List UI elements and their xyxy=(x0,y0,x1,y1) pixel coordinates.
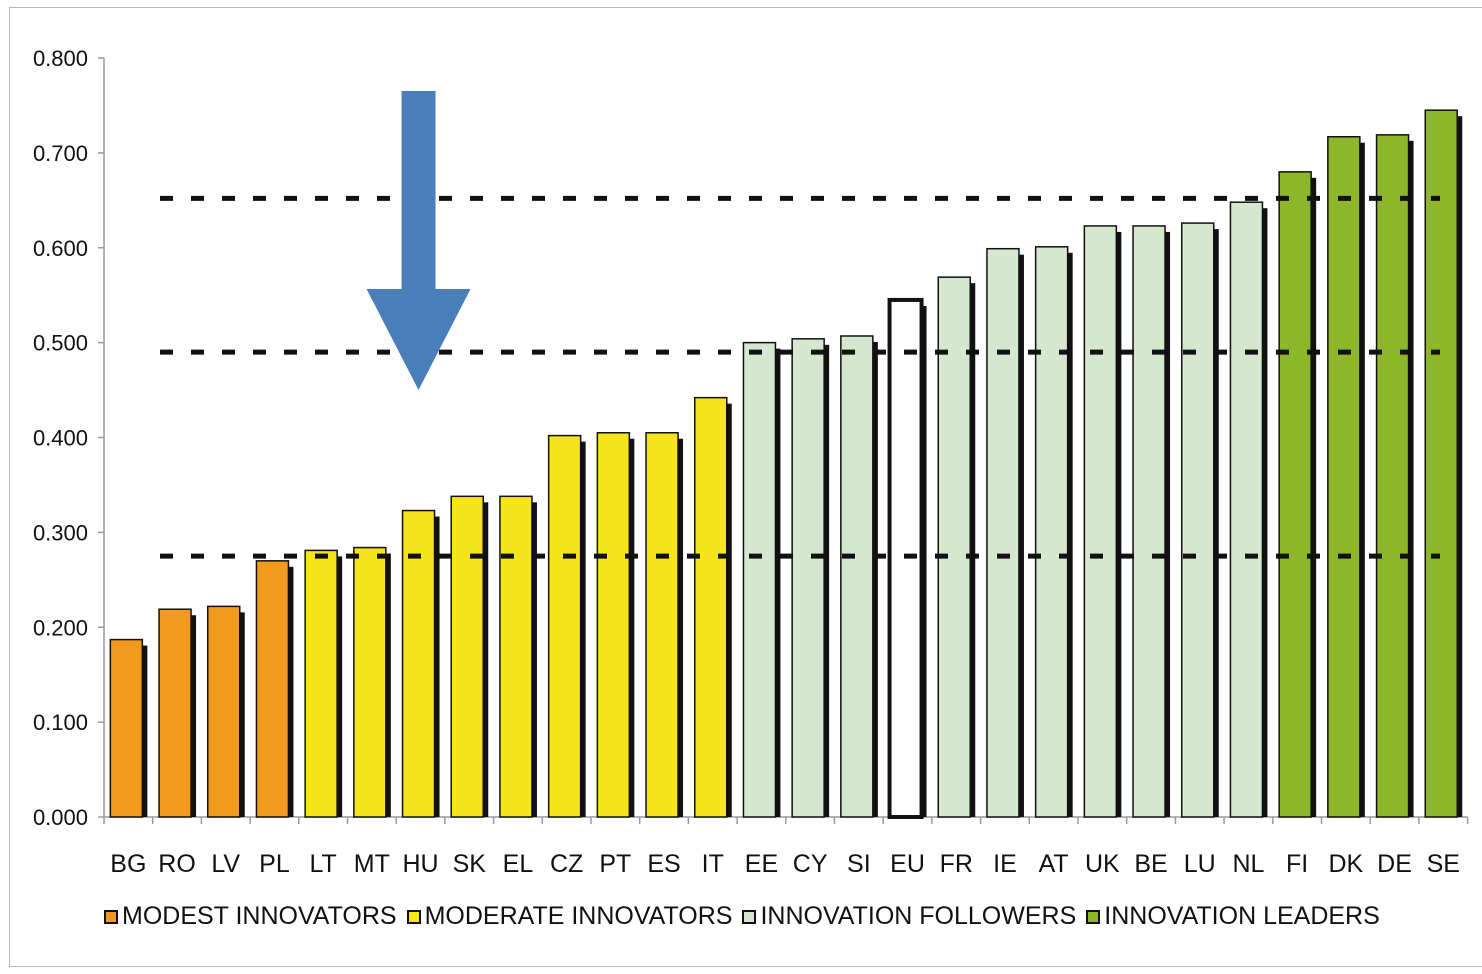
bar-pt xyxy=(596,432,631,818)
x-tick-label: NL xyxy=(1232,850,1264,878)
annotation-arrow xyxy=(366,91,471,390)
y-tick-label: 0.500 xyxy=(33,331,88,356)
legend: MODEST INNOVATORS MODERATE INNOVATORS INNO… xyxy=(104,902,1380,931)
y-tick-label: 0.000 xyxy=(33,805,88,830)
bar-lt xyxy=(304,549,338,818)
legend-swatch xyxy=(104,909,118,924)
bar-el xyxy=(499,495,533,818)
bar-si xyxy=(840,335,874,818)
x-tick-label: CY xyxy=(793,850,828,878)
x-tick-label: FI xyxy=(1286,850,1308,878)
x-tick-label: SE xyxy=(1427,850,1460,878)
x-tick-label: BG xyxy=(110,850,146,878)
legend-item: INNOVATION FOLLOWERS xyxy=(742,902,1076,931)
bar-dk xyxy=(1327,135,1361,818)
legend-swatch xyxy=(406,909,421,924)
x-tick-label: UK xyxy=(1085,850,1120,878)
x-tick-label: AT xyxy=(1039,850,1069,878)
bar-it xyxy=(694,396,728,818)
legend-item: INNOVATION LEADERS xyxy=(1086,902,1380,931)
threshold-lines xyxy=(160,195,1440,559)
legend-label: MODEST INNOVATORS xyxy=(122,902,397,930)
legend-swatch xyxy=(742,909,757,924)
y-tick-label: 0.100 xyxy=(33,710,88,735)
legend-item: MODEST INNOVATORS xyxy=(104,902,397,931)
x-tick-label: LV xyxy=(211,850,240,878)
bar-bg xyxy=(109,638,144,818)
legend-label: INNOVATION FOLLOWERS xyxy=(760,902,1077,930)
x-tick-label: IT xyxy=(702,850,724,878)
bar-fi xyxy=(1278,171,1312,818)
category-labels: BG RO LV PL LT MT HU SK EL CZ PT ES IT EE CY SI EU FR IE AT… xyxy=(110,850,1460,878)
x-tick-label: EU xyxy=(890,850,925,878)
y-tick-label: 0.800 xyxy=(33,46,88,71)
x-tick-label: LT xyxy=(309,850,336,878)
x-tick-label: IE xyxy=(993,850,1017,878)
bar-fr xyxy=(937,276,971,818)
bar-de xyxy=(1375,134,1410,818)
bar-cy xyxy=(791,338,825,818)
bar-es xyxy=(645,432,679,818)
x-tick-label: MT xyxy=(354,850,390,878)
bar-mt xyxy=(353,546,387,818)
x-tick-label: DK xyxy=(1328,850,1363,878)
y-axis: 0.000 0.100 0.200 0.300 0.400 0.500 0.600 0.700… xyxy=(33,46,105,830)
bar-sk xyxy=(450,495,484,818)
y-tick-label: 0.700 xyxy=(33,141,88,166)
x-tick-label: RO xyxy=(158,850,196,878)
x-tick-label: SK xyxy=(453,850,487,878)
bar-pl xyxy=(255,560,290,818)
bar-uk xyxy=(1083,225,1118,818)
x-tick-label: LU xyxy=(1184,850,1216,878)
bar-lu xyxy=(1181,222,1215,818)
x-tick-label: CZ xyxy=(550,850,583,878)
x-tick-label: EE xyxy=(745,850,778,878)
y-tick-label: 0.300 xyxy=(33,520,88,545)
y-tick-label: 0.200 xyxy=(33,615,88,640)
x-tick-label: BE xyxy=(1134,850,1167,878)
legend-label: INNOVATION LEADERS xyxy=(1104,902,1380,930)
bar-be xyxy=(1132,225,1166,818)
bar-nl xyxy=(1229,201,1264,818)
x-tick-label: ES xyxy=(647,850,680,878)
bar-lv xyxy=(207,605,241,818)
bar-ie xyxy=(986,247,1020,818)
bar-ro xyxy=(158,608,192,818)
x-tick-label: PT xyxy=(599,850,631,878)
y-tick-label: 0.400 xyxy=(33,426,88,451)
bar-se xyxy=(1424,109,1458,818)
bar-ee xyxy=(742,341,777,818)
legend-swatch xyxy=(1086,909,1101,924)
chart-frame xyxy=(9,7,1482,967)
down-arrow-icon xyxy=(366,91,471,390)
y-tick-label: 0.600 xyxy=(33,236,88,261)
legend-item: MODERATE INNOVATORS xyxy=(406,902,733,931)
x-tick-label: PL xyxy=(259,850,290,878)
bar-at xyxy=(1034,246,1069,818)
x-tick-label: DE xyxy=(1377,850,1412,878)
x-tick-label: FR xyxy=(940,850,973,878)
bar-cz xyxy=(547,434,582,818)
x-tick-label: HU xyxy=(402,850,438,878)
x-axis xyxy=(103,816,1469,824)
x-tick-label: SI xyxy=(847,850,871,878)
bars xyxy=(109,109,1463,819)
bar-hu xyxy=(401,509,436,818)
x-tick-label: EL xyxy=(503,850,534,878)
legend-label: MODERATE INNOVATORS xyxy=(424,902,733,930)
